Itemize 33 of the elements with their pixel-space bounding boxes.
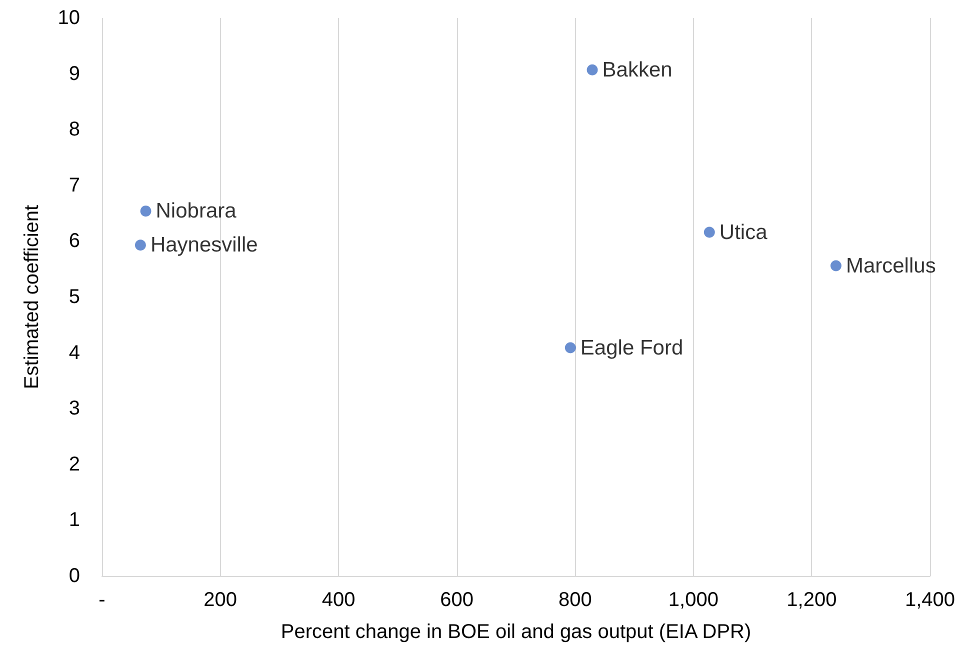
y-tick-label: 7: [68, 174, 80, 196]
point: [830, 260, 842, 272]
y-tick-label: 9: [68, 62, 80, 85]
x-tick-label: 800: [558, 589, 592, 611]
point: [134, 240, 146, 251]
x-tick-label: 400: [322, 589, 356, 611]
point: [140, 206, 152, 217]
x-tick-label: 1,000: [668, 589, 718, 611]
y-tick-label: 10: [58, 7, 80, 29]
point: [564, 342, 576, 354]
y-tick-label: 6: [68, 230, 80, 252]
x-tick-label: 200: [204, 589, 237, 611]
x-tick-label: 1,400: [904, 589, 956, 611]
y-tick-label: 2: [68, 453, 80, 476]
point: [704, 226, 715, 238]
point: [586, 64, 598, 76]
y-tick-label: 5: [68, 286, 80, 308]
x-axis-title: Percent change in BOE oil and gas output (EIA DPR): [280, 621, 752, 643]
annotation: Eagle Ford: [580, 336, 684, 360]
annotation: Utica: [719, 220, 768, 244]
annotation: Niobrara: [156, 200, 237, 223]
x-tick-label: 1,200: [786, 589, 837, 611]
y-axis-title: Estimated coefficient: [21, 204, 43, 390]
y-tick-label: 4: [68, 342, 80, 364]
annotation: Haynesville: [150, 234, 258, 257]
x-tick-label: 600: [440, 589, 474, 611]
y-tick-label: 1: [68, 509, 80, 532]
y-tick-label: 3: [68, 398, 80, 420]
annotation: Marcellus: [846, 254, 936, 278]
y-tick-label: 8: [68, 118, 80, 141]
x-tick-label: -: [98, 589, 106, 611]
y-tick-label: 0: [68, 565, 80, 587]
annotation: Bakken: [602, 58, 672, 82]
